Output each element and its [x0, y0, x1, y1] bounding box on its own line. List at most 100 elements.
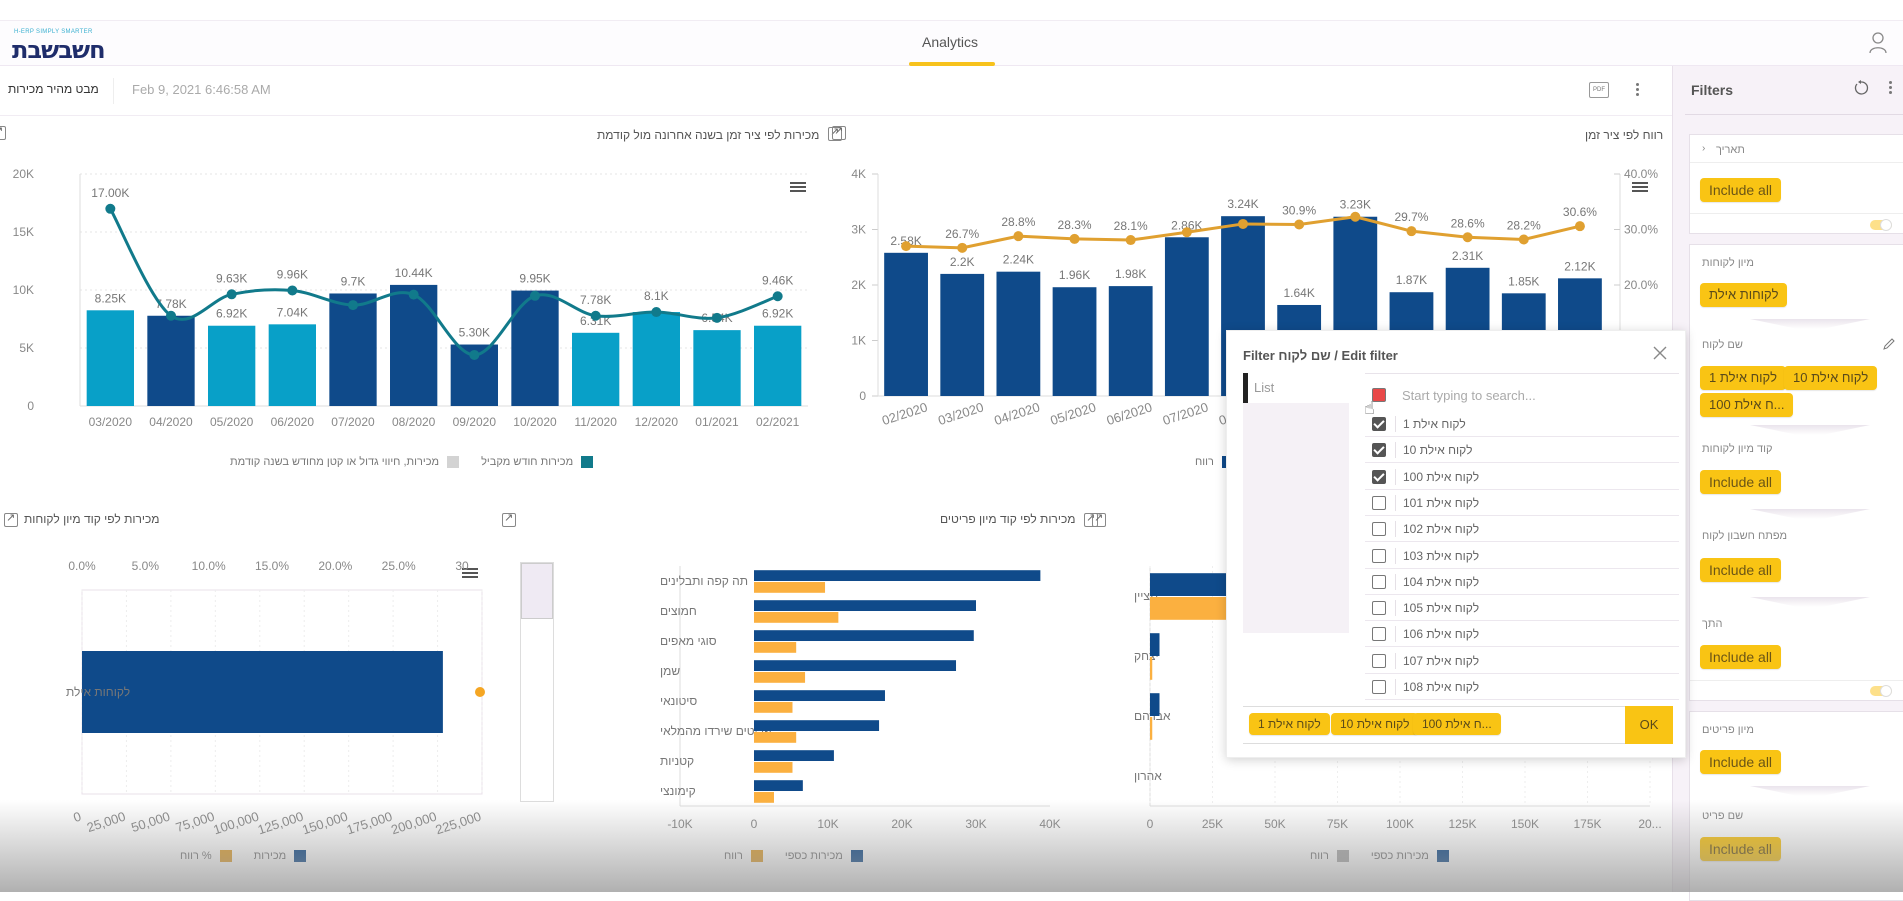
filter-chip[interactable]: לקוחות אילת [1700, 283, 1788, 307]
filter-chip[interactable]: לקוח אילת 1 [1700, 366, 1786, 390]
line-point [348, 300, 358, 311]
tab-list[interactable]: List [1243, 373, 1333, 403]
navigator-handle[interactable] [521, 563, 553, 619]
line-data-label: 17.00K [91, 186, 129, 200]
expand-icon[interactable] [4, 511, 18, 527]
expand-icon[interactable] [1092, 511, 1106, 527]
filter-label[interactable]: מיון פריטים [1702, 724, 1754, 736]
option-checkbox[interactable] [1372, 601, 1386, 616]
tab-analytics[interactable]: Analytics [905, 21, 995, 67]
option-row[interactable]: לקוח אילת 107 [1365, 648, 1679, 674]
option-row[interactable]: לקוח אילת 105 [1365, 595, 1679, 622]
include-all-chip[interactable]: Include all [1700, 470, 1782, 494]
option-row[interactable]: לקוח אילת 101 [1365, 490, 1679, 516]
option-row[interactable]: לקוח אילת 102 [1365, 516, 1679, 543]
bar [940, 273, 985, 396]
option-checkbox[interactable] [1372, 574, 1386, 589]
filters-menu-icon[interactable] [1885, 79, 1895, 97]
filter-group-items: מיון פריטים Include all שם פריט Include … [1689, 711, 1903, 901]
option-row[interactable]: לקוח אילת 100 [1365, 464, 1679, 490]
option-checkbox[interactable] [1372, 653, 1386, 668]
filter-label[interactable]: שם פריט [1702, 810, 1744, 822]
option-row[interactable]: לקוח אילת 108 [1365, 674, 1679, 700]
dashboard-toolbar: מבט מהיר מכירות Feb 9, 2021 6:46:58 AM P… [0, 66, 1672, 116]
filter-label[interactable]: מפתח חשבון לקוח [1702, 530, 1788, 542]
y-category-label: פריטים שירדו מהמלאי [660, 724, 771, 738]
option-checkbox[interactable] [1372, 680, 1386, 694]
option-row[interactable]: לקוח אילת 1 [1365, 411, 1679, 437]
edit-pencil-icon[interactable] [1882, 337, 1896, 351]
chart-sales-yoy: מכירות לפי ציר זמן בשנה אחרונה מול קודמת… [0, 116, 842, 506]
option-checkbox[interactable] [1372, 443, 1386, 458]
option-checkbox[interactable] [1372, 469, 1386, 484]
y-category-label: קטניות [660, 754, 694, 768]
line-point [166, 310, 176, 321]
option-row[interactable]: לקוח אילת 10 [1365, 437, 1679, 464]
x-tick-label: 200,000 [389, 809, 438, 838]
ok-button[interactable]: OK [1625, 706, 1673, 744]
search-input[interactable] [1402, 383, 1662, 407]
bar-profit [754, 732, 797, 743]
legend-item[interactable]: מכירות כספי [1371, 850, 1449, 863]
selected-chip[interactable]: לקוח אילת 10 [1331, 713, 1419, 735]
filter-label[interactable]: שם לקוח [1702, 339, 1743, 351]
filter-toggle[interactable] [1870, 685, 1892, 697]
chart-menu-icon[interactable] [1632, 180, 1648, 194]
legend-item[interactable]: רווח [724, 850, 763, 863]
filter-label[interactable]: מיון לקוחות [1702, 257, 1754, 269]
expand-icon[interactable] [502, 511, 516, 527]
legend-item[interactable]: מכירות, חיווי גדול או קטן מחודש בשנה קוד… [230, 456, 460, 469]
bar-data-label: 3.23K [1340, 198, 1371, 212]
select-all-checkbox[interactable] [1372, 388, 1386, 402]
legend-item[interactable]: % רווח [180, 850, 232, 863]
option-row[interactable]: לקוח אילת 106 [1365, 621, 1679, 648]
selected-chip[interactable]: ...ח אילת 100 [1413, 713, 1501, 735]
chart-menu-icon[interactable] [462, 566, 478, 580]
line-point [590, 310, 601, 321]
filter-toggle[interactable] [1870, 219, 1892, 231]
option-checkbox[interactable] [1372, 495, 1386, 510]
option-label: לקוח אילת 101 [1403, 495, 1480, 510]
y-category-label: תה קפה ותבלינים [660, 574, 748, 588]
include-all-chip[interactable]: Include all [1700, 178, 1782, 202]
line-point [1125, 235, 1136, 246]
legend-item[interactable]: רווח [1310, 850, 1349, 863]
option-checkbox[interactable] [1372, 627, 1386, 642]
option-checkbox[interactable] [1372, 548, 1386, 563]
expand-icon[interactable] [832, 124, 846, 140]
include-all-chip[interactable]: Include all [1700, 750, 1782, 774]
pdf-export-button[interactable]: PDF [1589, 82, 1609, 98]
filter-label[interactable]: התך [1702, 618, 1723, 630]
line-point [1350, 211, 1361, 222]
legend-item[interactable]: מכירות כספי [785, 850, 863, 863]
include-all-chip[interactable]: Include all [1700, 558, 1782, 582]
reset-icon[interactable] [1853, 80, 1869, 96]
chart-navigator-scrollbar[interactable] [520, 562, 554, 802]
chart-legend: מכירות % רווח [180, 850, 307, 863]
close-icon[interactable] [1652, 345, 1668, 361]
option-label: לקוח אילת 104 [1403, 574, 1480, 589]
option-row[interactable]: לקוח אילת 103 [1365, 543, 1679, 569]
bar-data-label: 6.92K [762, 307, 793, 321]
option-checkbox[interactable] [1372, 417, 1386, 431]
filter-label[interactable]: קוד מיון לקוחות [1702, 443, 1773, 455]
legend-item[interactable]: מכירות [254, 850, 307, 863]
chevron-right-icon[interactable]: › [1702, 143, 1706, 154]
dashboard-name[interactable]: מבט מהיר מכירות [8, 82, 99, 96]
chart-menu-icon[interactable] [790, 180, 806, 194]
x-tick-label: 11/2020 [574, 415, 617, 429]
option-checkbox[interactable] [1372, 522, 1386, 537]
filter-label[interactable]: תאריך [1716, 144, 1745, 156]
filter-chip[interactable]: ...ח אילת 100 [1700, 393, 1794, 417]
expand-icon[interactable] [0, 124, 6, 140]
legend-item[interactable]: מכירות חודש מקביל [481, 456, 594, 469]
selected-chip[interactable]: לקוח אילת 1 [1249, 713, 1330, 735]
dashboard-menu-icon[interactable] [1632, 81, 1642, 99]
option-row[interactable]: לקוח אילת 104 [1365, 569, 1679, 595]
include-all-chip[interactable]: Include all [1700, 645, 1782, 669]
filter-chip[interactable]: לקוח אילת 10 [1784, 366, 1878, 390]
include-all-chip[interactable]: Include all [1700, 837, 1782, 861]
logo[interactable]: H-ERP SIMPLY SMARTER חשבשבת [12, 27, 112, 64]
user-icon[interactable] [1868, 31, 1888, 55]
line-data-label: 28.8% [1001, 215, 1035, 229]
